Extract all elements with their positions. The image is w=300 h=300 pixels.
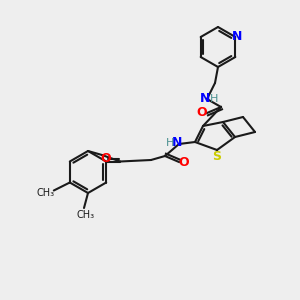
Text: O: O bbox=[101, 152, 111, 166]
Text: H: H bbox=[210, 94, 218, 104]
Text: N: N bbox=[232, 31, 242, 44]
Text: O: O bbox=[197, 106, 207, 119]
Text: CH₃: CH₃ bbox=[37, 188, 55, 199]
Text: CH₃: CH₃ bbox=[77, 210, 95, 220]
Text: N: N bbox=[172, 136, 182, 149]
Text: H: H bbox=[166, 138, 174, 148]
Text: S: S bbox=[212, 151, 221, 164]
Text: N: N bbox=[200, 92, 210, 106]
Text: O: O bbox=[179, 155, 189, 169]
